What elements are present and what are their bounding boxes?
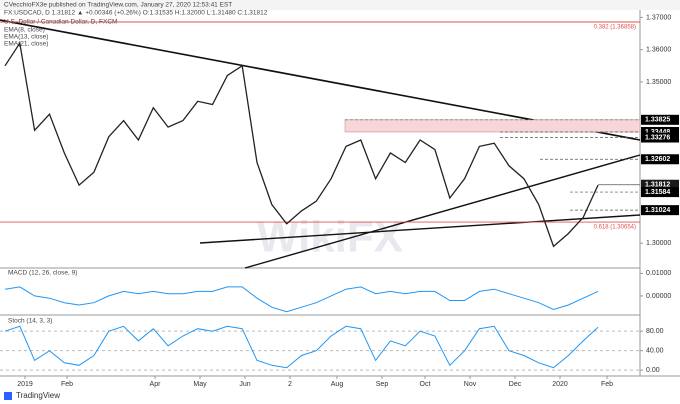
brand: TradingView	[16, 391, 60, 400]
fib-label: 0.618 (1.30654)	[594, 225, 636, 231]
y-tick-label: 0.00000	[646, 293, 671, 300]
y-tick-label: 0.01000	[646, 270, 671, 277]
level-label: 1.33276	[645, 134, 670, 141]
level-label-box	[641, 132, 679, 143]
series-line	[4, 325, 599, 369]
trendline	[199, 214, 641, 244]
level-label: 1.33448	[645, 129, 670, 136]
x-tick-label: 2	[288, 381, 292, 388]
stoch-label: Stoch (14, 3, 3)	[8, 318, 52, 325]
level-label-box	[641, 114, 679, 125]
series-line	[4, 41, 599, 248]
x-tick-label: Apr	[150, 381, 162, 388]
indicator: EMA(8, close)	[4, 27, 45, 34]
x-tick-label: Nov	[464, 381, 477, 388]
x-tick-label: Oct	[420, 381, 431, 388]
y-tick-label: 0.00	[646, 367, 660, 374]
level-label-box	[641, 179, 679, 190]
level-label-box	[641, 126, 679, 137]
level-label-box	[641, 154, 679, 165]
level-label: 1.33825	[645, 117, 670, 124]
y-tick-label: 1.35000	[646, 79, 671, 86]
x-tick-label: Jun	[239, 381, 250, 388]
zone	[344, 119, 641, 133]
level-label: 1.31812	[645, 182, 670, 189]
x-tick-label: Sep	[376, 381, 389, 388]
brand-logo	[4, 392, 12, 400]
y-tick-label: 1.37000	[646, 14, 671, 21]
x-tick-label: Dec	[509, 381, 522, 388]
y-tick-label: 1.36000	[646, 47, 671, 54]
fib-label: 0.382 (1.36858)	[594, 25, 636, 31]
y-tick-label: 80.00	[646, 328, 664, 335]
x-tick-label: Feb	[601, 381, 613, 388]
level-label: 1.31024	[645, 207, 670, 214]
x-tick-label: Feb	[61, 381, 73, 388]
trendline	[244, 154, 641, 269]
y-tick-label: 1.30000	[646, 240, 671, 247]
level-label: 1.32602	[645, 156, 670, 163]
level-label: 1.31584	[645, 189, 670, 196]
header-bar	[0, 0, 680, 10]
y-tick-label: 40.00	[646, 347, 664, 354]
watermark: WikiFX	[257, 213, 403, 262]
publisher: CVecchioFX3e published on TradingView.co…	[4, 2, 232, 9]
indicator: EMA(13, close)	[4, 34, 48, 41]
symbol-line: FX:USDCAD, D 1.31812 ▲ +0.00346 (+0.26%)…	[4, 10, 268, 17]
level-label-box	[641, 205, 679, 216]
macd-label: MACD (12, 26, close, 9)	[8, 270, 77, 277]
x-tick-label: 2019	[17, 381, 33, 388]
x-tick-label: 2020	[552, 381, 568, 388]
x-tick-label: Aug	[331, 381, 344, 388]
x-tick-label: May	[193, 381, 207, 388]
level-label-box	[641, 187, 679, 198]
series-line	[4, 286, 599, 313]
indicator: EMA(21, close)	[4, 41, 48, 48]
